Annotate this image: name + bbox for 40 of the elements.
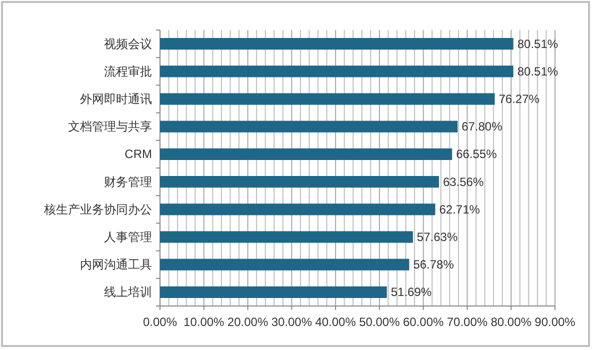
y-tick-label: 内网沟通工具 [80, 258, 152, 272]
y-tick-label: 线上培训 [104, 285, 152, 300]
x-tick-label: 60.00% [402, 315, 444, 329]
data-label: 67.80% [462, 120, 503, 134]
x-tick-label: 10.00% [184, 315, 225, 329]
y-tick-label: 文档管理与共享 [68, 120, 152, 134]
bar [160, 93, 495, 105]
bar [160, 120, 458, 132]
bar [160, 38, 514, 50]
bar [160, 148, 452, 160]
bar [160, 258, 410, 270]
bar [160, 204, 436, 216]
data-label: 80.51% [517, 36, 558, 51]
y-tick-label: 外网即时通讯 [80, 92, 152, 106]
y-tick-label: CRM [124, 147, 152, 162]
y-tick-label: 财务管理 [104, 174, 152, 189]
x-tick-label: 50.00% [359, 315, 400, 329]
bar [160, 286, 387, 298]
y-tick-label: 核生产业务协同办公 [43, 202, 152, 216]
x-tick-label: 40.00% [315, 315, 356, 329]
data-label: 62.71% [439, 202, 480, 216]
bar [160, 66, 514, 78]
data-label: 56.78% [413, 258, 454, 272]
x-tick-label: 70.00% [446, 315, 488, 329]
data-label: 57.63% [416, 230, 458, 244]
x-tick-label: 30.00% [271, 315, 312, 329]
data-label: 76.27% [498, 92, 540, 106]
bar [160, 231, 413, 243]
y-tick-label: 人事管理 [104, 230, 152, 244]
data-label: 80.51% [517, 64, 558, 78]
x-tick-label: 80.00% [490, 315, 532, 329]
y-tick-label: 流程审批 [104, 64, 152, 78]
data-label: 66.55% [456, 147, 498, 162]
x-tick-label: 20.00% [227, 315, 268, 329]
y-tick-label: 视频会议 [104, 36, 152, 51]
x-tick-label: 90.00% [534, 315, 576, 329]
x-tick-label: 0.00% [142, 315, 178, 329]
data-label: 63.56% [442, 174, 484, 189]
data-label: 51.69% [390, 285, 432, 300]
bar [160, 176, 439, 188]
